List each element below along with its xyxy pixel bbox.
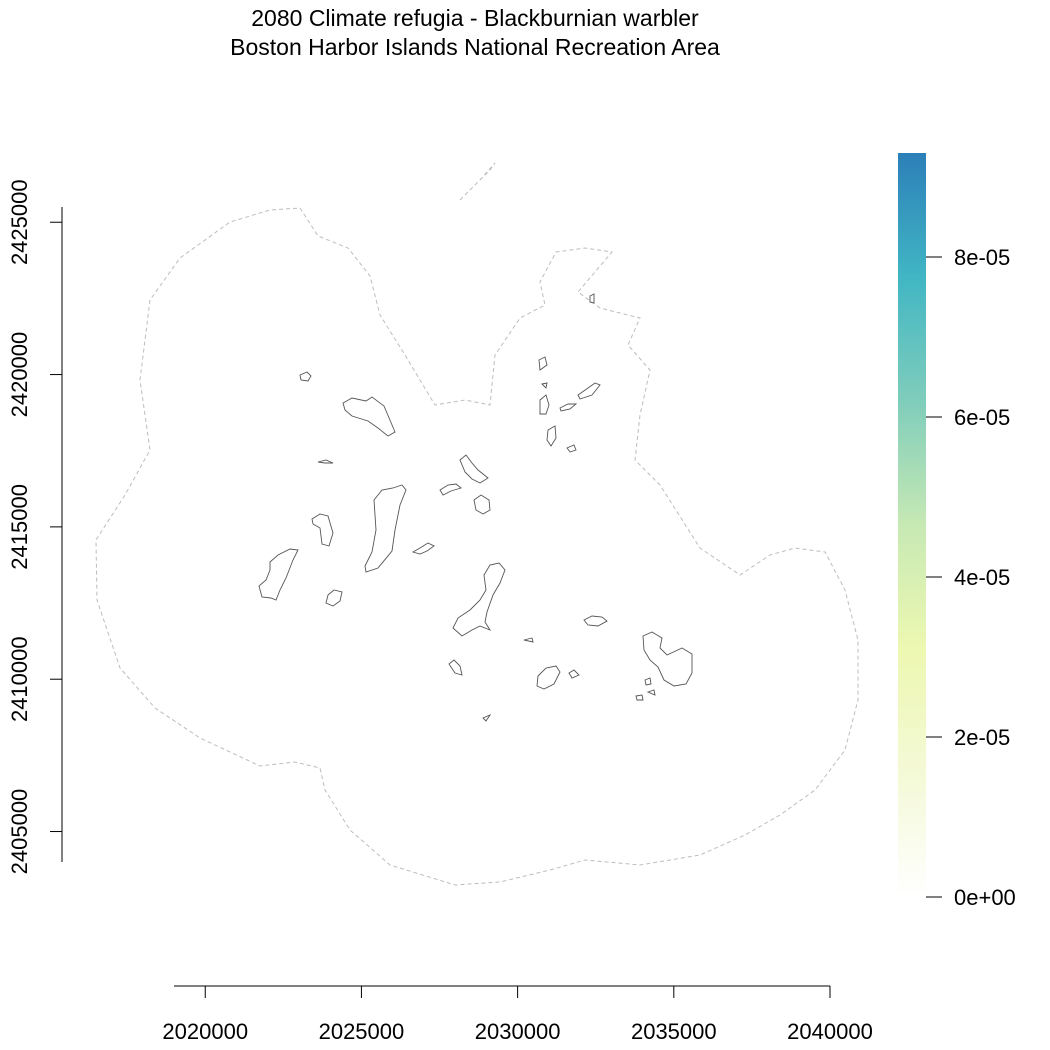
island (646, 689, 656, 696)
y-tick-label: 2420000 (7, 332, 32, 418)
island (546, 425, 557, 447)
island (448, 659, 463, 676)
island (566, 444, 577, 453)
x-axis-ticks: 2020000 2025000 2030000 2035000 2040000 (162, 986, 873, 1044)
y-tick-label: 2425000 (7, 179, 32, 265)
island (523, 637, 534, 643)
island (644, 677, 652, 686)
island (559, 403, 578, 412)
island (364, 484, 407, 573)
island (439, 483, 462, 496)
island (642, 631, 693, 687)
map-title: 2080 Climate refugia - Blackburnian warb… (251, 5, 699, 31)
island (539, 394, 550, 415)
island (635, 694, 644, 701)
island (459, 454, 489, 484)
boundary-main-outline (95, 207, 859, 886)
park-boundary (95, 162, 859, 886)
island (342, 396, 396, 437)
legend-color-ramp (898, 153, 926, 897)
island (482, 713, 492, 722)
x-tick-label: 2035000 (631, 1019, 717, 1044)
island (325, 589, 343, 607)
island (568, 669, 580, 679)
x-tick-label: 2020000 (162, 1019, 248, 1044)
y-tick-label: 2405000 (7, 789, 32, 875)
islands (258, 293, 693, 722)
island (536, 665, 561, 690)
x-tick-label: 2025000 (319, 1019, 405, 1044)
map-subtitle: Boston Harbor Islands National Recreatio… (230, 34, 720, 60)
legend-tick-label: 6e-05 (954, 405, 1010, 430)
island (311, 513, 334, 547)
title-block: 2080 Climate refugia - Blackburnian warb… (0, 4, 950, 62)
boundary-north-sliver (459, 162, 496, 201)
legend-ticks: 0e+00 2e-05 4e-05 6e-05 8e-05 (926, 245, 1016, 910)
legend-tick-label: 0e+00 (954, 885, 1016, 910)
y-tick-label: 2415000 (7, 484, 32, 570)
island (258, 548, 299, 601)
island (577, 382, 601, 400)
x-axis: 2020000 2025000 2030000 2035000 2040000 (162, 985, 873, 1044)
island (538, 356, 548, 371)
island (452, 562, 506, 637)
island (299, 371, 312, 382)
y-tick-label: 2410000 (7, 636, 32, 722)
x-tick-label: 2040000 (787, 1019, 873, 1044)
x-tick-label: 2030000 (475, 1019, 561, 1044)
legend-tick-label: 8e-05 (954, 245, 1010, 270)
island (317, 459, 334, 464)
island (589, 293, 595, 304)
y-axis: 2405000 2410000 2415000 2420000 2425000 (7, 179, 63, 874)
island (583, 615, 608, 627)
color-legend: 0e+00 2e-05 4e-05 6e-05 8e-05 (898, 153, 1016, 910)
island (473, 494, 491, 515)
legend-tick-label: 4e-05 (954, 565, 1010, 590)
island (411, 542, 435, 555)
legend-tick-label: 2e-05 (954, 725, 1010, 750)
island (541, 382, 548, 389)
y-axis-ticks: 2405000 2410000 2415000 2420000 2425000 (7, 179, 62, 874)
